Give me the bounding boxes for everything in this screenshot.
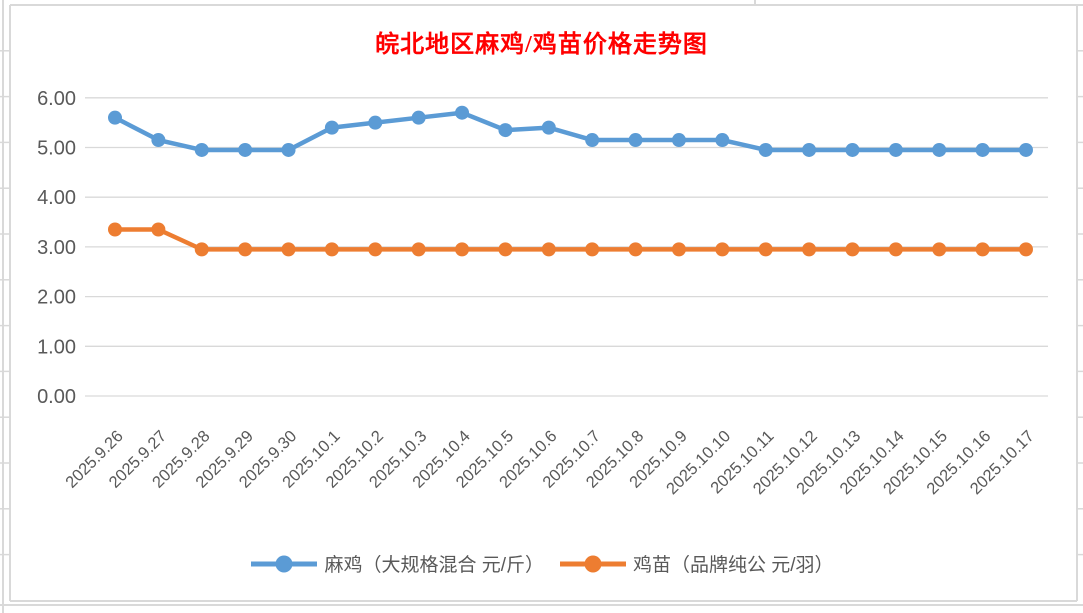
y-axis-tick-label: 0.00 [37, 386, 76, 408]
data-point-marker-s0 [975, 142, 990, 157]
data-point-marker-s0 [411, 110, 426, 125]
data-point-marker-s1 [802, 242, 817, 257]
legend: 麻鸡（大规格混合 元/斤） 鸡苗（品牌纯公 元/羽） [0, 550, 1083, 577]
data-point-marker-s0 [758, 142, 773, 157]
data-point-marker-s0 [238, 142, 253, 157]
legend-label-mahen: 麻鸡（大规格混合 元/斤） [324, 555, 544, 576]
data-point-marker-s0 [194, 142, 209, 157]
data-point-marker-s0 [585, 133, 600, 148]
data-point-marker-s1 [1018, 242, 1033, 257]
data-point-marker-s0 [281, 142, 296, 157]
data-point-marker-s1 [411, 242, 426, 257]
data-point-marker-s0 [498, 123, 513, 138]
data-point-marker-s1 [628, 242, 643, 257]
data-point-marker-s1 [541, 242, 556, 257]
data-point-marker-s1 [238, 242, 253, 257]
data-point-marker-s1 [455, 242, 470, 257]
data-point-marker-s0 [368, 115, 383, 130]
y-axis-tick-label: 6.00 [37, 88, 76, 110]
data-point-marker-s0 [628, 133, 643, 148]
legend-label-chick: 鸡苗（品牌纯公 元/羽） [633, 555, 834, 576]
legend-item-mahen: 麻鸡（大规格混合 元/斤） [249, 550, 544, 577]
data-point-marker-s0 [1018, 142, 1033, 157]
y-axis-tick-label: 1.00 [37, 336, 76, 358]
y-axis-tick-label: 5.00 [37, 138, 76, 160]
chart-title: 皖北地区麻鸡/鸡苗价格走势图 [375, 32, 708, 58]
y-axis-tick-label: 2.00 [37, 287, 76, 309]
data-point-marker-s0 [845, 142, 860, 157]
data-point-marker-s1 [758, 242, 773, 257]
data-point-marker-s1 [715, 242, 730, 257]
data-point-marker-s1 [368, 242, 383, 257]
data-point-marker-s1 [845, 242, 860, 257]
data-point-marker-s1 [888, 242, 903, 257]
legend-marker-line-icon [560, 555, 626, 572]
data-point-marker-s1 [108, 222, 122, 237]
legend-marker-line-icon [251, 555, 318, 572]
data-point-marker-s1 [585, 242, 600, 257]
data-point-marker-s0 [671, 133, 686, 148]
data-point-marker-s0 [541, 120, 556, 135]
y-axis-tick-label: 4.00 [37, 187, 76, 209]
data-point-marker-s1 [194, 242, 209, 257]
data-point-marker-s1 [975, 242, 990, 257]
legend-item-chick: 鸡苗（品牌纯公 元/羽） [558, 550, 834, 577]
data-point-marker-s0 [932, 142, 947, 157]
data-point-marker-s1 [932, 242, 947, 257]
data-point-marker-s0 [324, 120, 339, 135]
data-point-marker-s0 [715, 133, 730, 148]
series-line-1 [112, 227, 1029, 252]
data-point-marker-s1 [671, 242, 686, 257]
data-point-marker-s1 [281, 242, 296, 257]
data-point-marker-s0 [151, 133, 166, 148]
data-point-marker-s1 [498, 242, 513, 257]
data-point-marker-s0 [802, 142, 817, 157]
data-point-marker-s0 [888, 142, 903, 157]
series-line-0 [112, 110, 1029, 153]
y-axis-tick-label: 3.00 [37, 237, 76, 259]
data-point-marker-s0 [455, 105, 470, 120]
data-point-marker-s1 [151, 222, 166, 237]
data-point-marker-s0 [108, 110, 122, 125]
data-point-marker-s1 [324, 242, 339, 257]
